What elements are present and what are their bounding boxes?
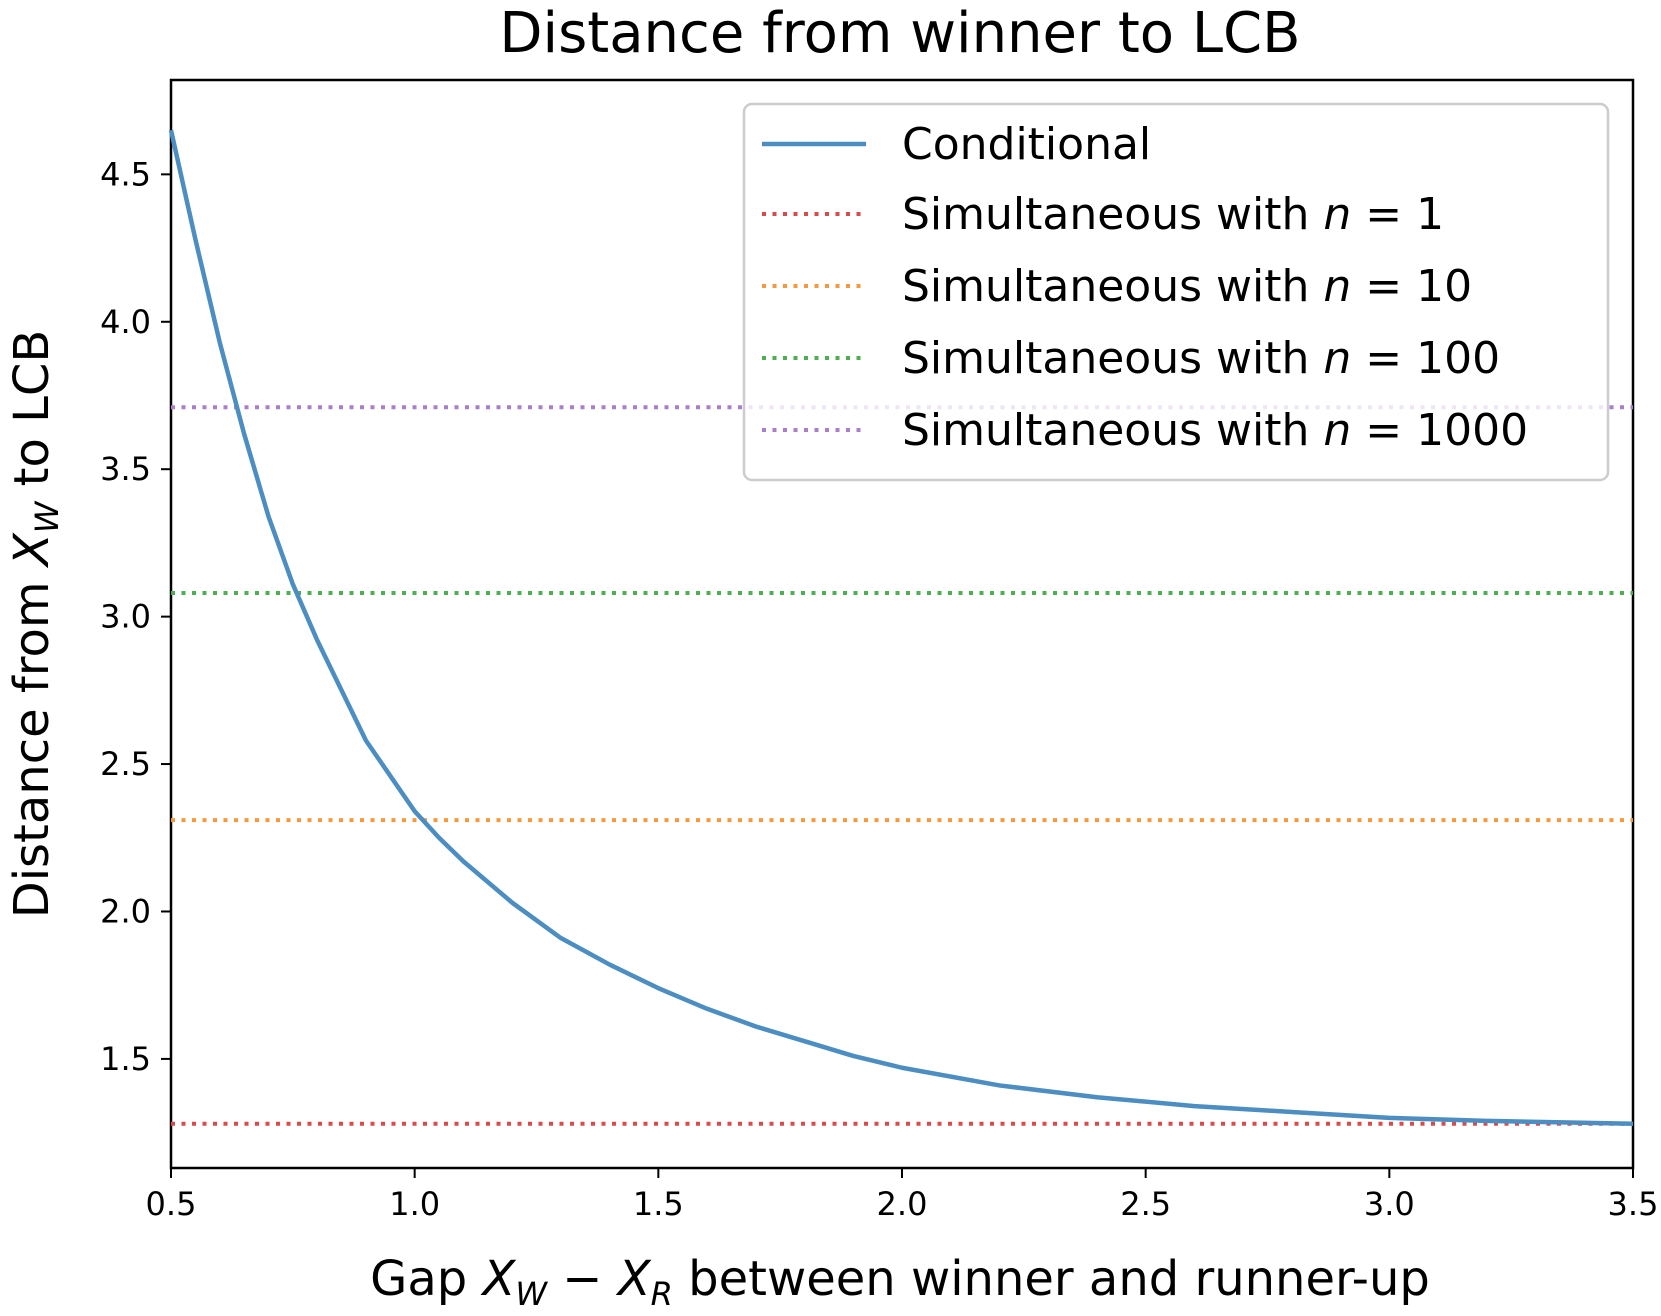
legend-entry-2: Simultaneous with n = 1 [762,189,1444,240]
legend-label: Simultaneous with n = 100 [902,333,1500,384]
x-tick-label: 0.5 [146,1185,197,1223]
legend-label: Simultaneous with n = 10 [902,261,1472,312]
chart-title: Distance from winner to LCB [499,1,1300,66]
legend: Conditional Simultaneous with n = 1 Simult… [742,102,1610,482]
y-tick-label: 1.5 [100,1040,151,1078]
legend-entry-4: Simultaneous with n = 100 [762,333,1500,384]
hlines-layer [171,405,1633,1126]
x-axis-ticks: 0.5 1.0 1.5 2.0 2.5 3.0 3.5 [146,1168,1659,1223]
legend-entry-3: Simultaneous with n = 10 [762,261,1472,312]
x-tick-label: 2.0 [877,1185,928,1223]
x-tick-label: 3.0 [1364,1185,1415,1223]
x-axis-label: Gap XW − XR between winner and runner-up [370,1251,1430,1313]
y-axis-ticks: 1.5 2.0 2.5 3.0 3.5 4.0 4.5 [100,155,171,1078]
y-tick-label: 3.0 [100,598,151,636]
x-tick-label: 3.5 [1608,1185,1659,1223]
y-tick-label: 3.5 [100,450,151,488]
legend-label: Conditional [902,119,1151,170]
y-tick-label: 2.0 [100,892,151,930]
y-tick-label: 2.5 [100,745,151,783]
curve-layer [168,129,1634,1127]
y-tick-label: 4.5 [100,155,151,193]
x-tick-label: 1.0 [389,1185,440,1223]
legend-label: Simultaneous with n = 1 [902,189,1444,240]
legend-entry-1: Conditional [762,119,1151,170]
legend-label: Simultaneous with n = 1000 [902,405,1528,456]
y-axis-label: Distance from XW to LCB [4,330,66,919]
y-tick-label: 4.0 [100,303,151,341]
x-tick-label: 2.5 [1120,1185,1171,1223]
legend-box [742,102,1610,482]
legend-entry-5: Simultaneous with n = 1000 [762,405,1528,456]
conditional-curve [168,129,1634,1127]
x-tick-label: 1.5 [633,1185,684,1223]
